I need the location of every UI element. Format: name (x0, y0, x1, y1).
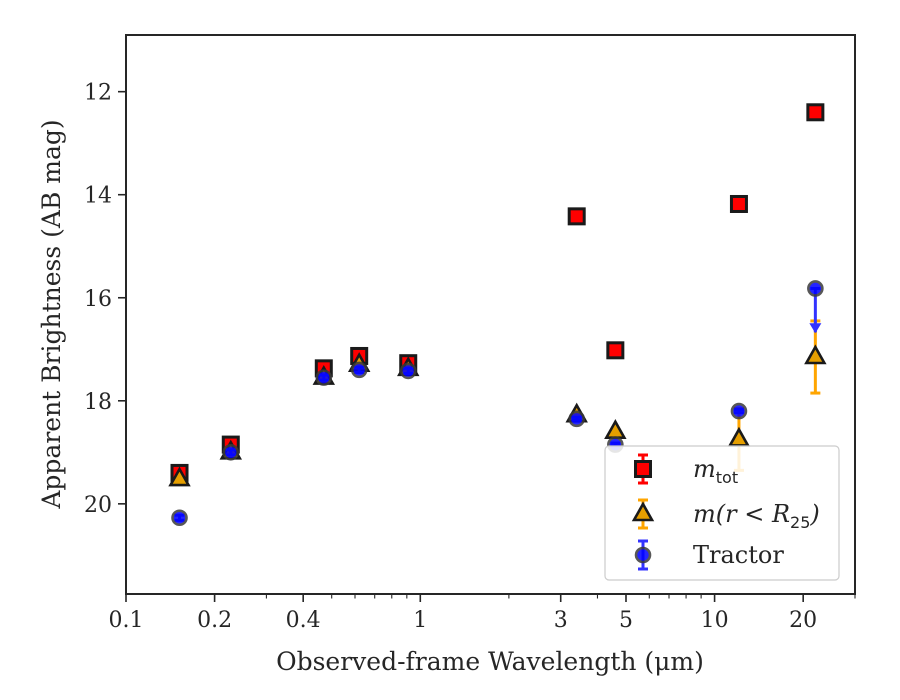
legend: mtot m(r < R25) Tractor (604, 445, 840, 581)
point-s2-p7 (730, 402, 748, 420)
x-axis-ticks: 0.1 0.2 0.4 1 3 5 10 20 (109, 594, 856, 633)
point-s2-p2 (315, 369, 333, 386)
legend-box (604, 445, 840, 581)
point-s0-p7 (729, 194, 748, 213)
legend-marker (634, 460, 652, 478)
errbar-s2-p8-arrow (809, 323, 822, 334)
point-s0-p5 (567, 207, 586, 226)
y-tick-label: 12 (84, 81, 112, 106)
legend-label: m(r < R25) (693, 500, 820, 532)
legend-marker (631, 501, 655, 522)
legend-marker (634, 546, 652, 564)
point-s1-p0 (168, 466, 191, 487)
point-s2-p0 (171, 509, 188, 527)
x-tick-label: 0.4 (286, 608, 321, 633)
legend-label: mtot (693, 455, 738, 487)
x-tick-label: 1 (413, 608, 427, 633)
point-s1-p8 (804, 344, 827, 365)
legend-label: Tractor (693, 541, 784, 569)
x-tick-label: 5 (619, 608, 633, 633)
point-s2-p5 (568, 410, 586, 428)
point-s2-p8 (807, 280, 824, 297)
point-s0-p8 (806, 103, 825, 122)
legend-entry-1: m(r < R25) (631, 498, 820, 532)
x-tick-label: 0.1 (109, 608, 144, 633)
y-tick-label: 18 (84, 390, 112, 415)
point-s2-p4 (399, 362, 417, 380)
y-tick-label: 16 (84, 287, 112, 312)
y-axis-ticks: 12 14 16 18 20 (84, 81, 126, 518)
point-s2-p3 (350, 361, 368, 379)
y-tick-label: 14 (84, 184, 112, 209)
legend-entry-0: mtot (634, 453, 738, 487)
plot-frame (125, 34, 856, 595)
x-tick-label: 20 (789, 608, 817, 633)
x-tick-label: 0.2 (197, 608, 232, 633)
x-tick-label: 3 (554, 608, 568, 633)
point-s2-p1 (222, 444, 240, 461)
x-tick-label: 10 (701, 608, 729, 633)
point-s0-p6 (606, 341, 625, 360)
y-tick-label: 20 (84, 493, 112, 518)
x-axis-label: Observed-frame Wavelength (μm) (276, 647, 704, 676)
legend-entry-2: Tractor (634, 539, 784, 571)
y-axis-label: Apparent Brightness (AB mag) (37, 119, 66, 509)
